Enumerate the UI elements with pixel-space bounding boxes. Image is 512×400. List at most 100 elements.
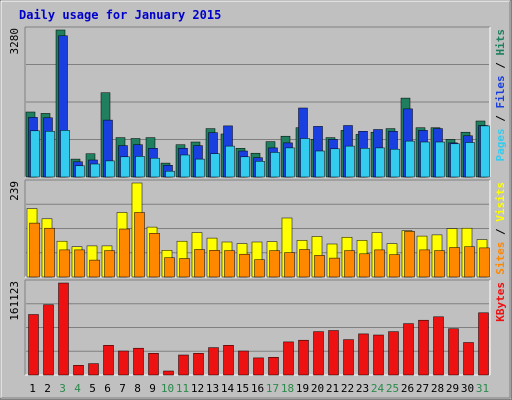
x-tick-label: 4: [74, 382, 81, 395]
bar-sites-day-19: [299, 249, 310, 278]
bar-kbytes-day-25: [388, 331, 399, 376]
x-tick-label: 8: [134, 382, 141, 395]
bar-kbytes-day-24: [373, 334, 384, 376]
x-tick-label: 24: [371, 382, 385, 395]
legend-sites: Sites: [494, 242, 507, 275]
bar-kbytes-day-27: [418, 319, 429, 376]
x-tick-label: 27: [416, 382, 429, 395]
panel-1: 3280 Pages / Files / Hits: [8, 26, 507, 178]
bar-pages-day-19: [300, 138, 310, 178]
y-max-label: 239: [8, 181, 21, 201]
x-tick-label: 21: [326, 382, 339, 395]
bar-pages-day-4: [75, 165, 85, 178]
bar-pages-day-16: [255, 161, 265, 178]
chart-title: Daily usage for January 2015: [19, 8, 221, 22]
series-sites: [29, 212, 490, 278]
bar-pages-day-21: [330, 148, 340, 178]
bar-kbytes-day-14: [223, 345, 234, 376]
bar-sites-day-29: [449, 247, 460, 278]
bar-sites-day-24: [374, 249, 385, 278]
bar-sites-day-27: [419, 249, 430, 278]
bar-sites-day-18: [284, 252, 295, 278]
bar-kbytes-day-5: [88, 363, 99, 376]
bar-pages-day-9: [150, 157, 160, 178]
bar-kbytes-day-11: [178, 354, 189, 376]
bar-kbytes-day-30: [463, 342, 474, 376]
bar-pages-day-30: [465, 142, 475, 178]
x-tick-label: 7: [119, 382, 126, 395]
x-tick-label: 18: [281, 382, 294, 395]
bar-kbytes-day-2: [43, 304, 54, 376]
panel-3: 161123 KBytes: [8, 279, 507, 376]
legend-label: KBytes: [494, 282, 507, 322]
bar-pages-day-3: [60, 130, 70, 178]
bar-kbytes-day-8: [133, 347, 144, 376]
x-tick-label: 11: [176, 382, 189, 395]
bar-kbytes-day-4: [73, 365, 84, 376]
bar-pages-day-29: [450, 143, 460, 178]
bar-pages-day-2: [45, 131, 55, 178]
legend-kbytes: KBytes: [494, 282, 507, 322]
legend-hits: Hits: [494, 29, 507, 56]
bar-kbytes-day-6: [103, 345, 114, 376]
x-tick-label: 22: [341, 382, 354, 395]
bar-pages-day-25: [390, 148, 400, 178]
bar-kbytes-day-13: [208, 347, 219, 376]
x-tick-label: 30: [461, 382, 474, 395]
x-tick-label: 31: [476, 382, 489, 395]
bar-sites-day-1: [29, 222, 40, 278]
y-max-label: 161123: [8, 281, 21, 321]
bar-kbytes-day-23: [358, 333, 369, 376]
bar-pages-day-28: [435, 141, 445, 178]
chart-panels: 3280 Pages / Files / Hits 239 Sites / Visit…: [8, 26, 507, 376]
legend-visits: Visits: [494, 182, 507, 222]
bar-pages-day-15: [240, 156, 250, 178]
bar-kbytes-day-10: [163, 370, 174, 376]
bar-pages-day-13: [210, 153, 220, 178]
bar-sites-day-4: [74, 249, 85, 278]
x-tick-label: 6: [104, 382, 111, 395]
bar-sites-day-26: [404, 231, 415, 278]
bar-pages-day-23: [360, 148, 370, 178]
x-tick-label: 13: [206, 382, 219, 395]
bar-kbytes-day-9: [148, 353, 159, 376]
bar-kbytes-day-21: [328, 330, 339, 376]
bar-pages-day-11: [180, 154, 190, 178]
bar-sites-day-30: [464, 246, 475, 278]
bar-kbytes-day-12: [193, 353, 204, 376]
bar-pages-day-27: [420, 141, 430, 178]
legend-label: Sites / Visits: [494, 182, 507, 275]
x-tick-label: 23: [356, 382, 369, 395]
bar-sites-day-7: [119, 228, 130, 278]
bar-sites-day-22: [344, 250, 355, 278]
bar-sites-day-31: [479, 247, 490, 278]
bar-sites-day-25: [389, 254, 400, 278]
x-tick-label: 10: [161, 382, 174, 395]
bar-kbytes-day-28: [433, 316, 444, 376]
x-tick-label: 17: [266, 382, 279, 395]
legend-pages: Pages: [494, 128, 507, 161]
bar-sites-day-6: [104, 250, 115, 278]
legend-/: /: [494, 109, 507, 129]
x-tick-label: 12: [191, 382, 204, 395]
bar-pages-day-24: [375, 147, 385, 178]
bar-sites-day-3: [59, 249, 70, 278]
legend-/: /: [494, 56, 507, 76]
bar-sites-day-17: [269, 250, 280, 278]
bar-sites-day-8: [134, 212, 145, 278]
bar-kbytes-day-1: [28, 314, 39, 376]
bar-pages-day-20: [315, 150, 325, 178]
x-tick-label: 14: [221, 382, 235, 395]
bar-kbytes-day-16: [253, 357, 264, 376]
bar-sites-day-10: [164, 257, 175, 278]
x-tick-label: 20: [311, 382, 324, 395]
x-tick-label: 15: [236, 382, 249, 395]
bar-sites-day-23: [359, 253, 370, 278]
bar-sites-day-28: [434, 250, 445, 278]
bar-pages-day-12: [195, 158, 205, 178]
x-axis-tick-labels: 1 2 3 4 5 6 7 8 9 10 11 12 13 14 15 16 17 18 19 20 21 22 23 24 2…: [29, 382, 489, 395]
bar-kbytes-day-26: [403, 323, 414, 376]
x-tick-label: 19: [296, 382, 309, 395]
bar-pages-day-31: [480, 125, 490, 178]
